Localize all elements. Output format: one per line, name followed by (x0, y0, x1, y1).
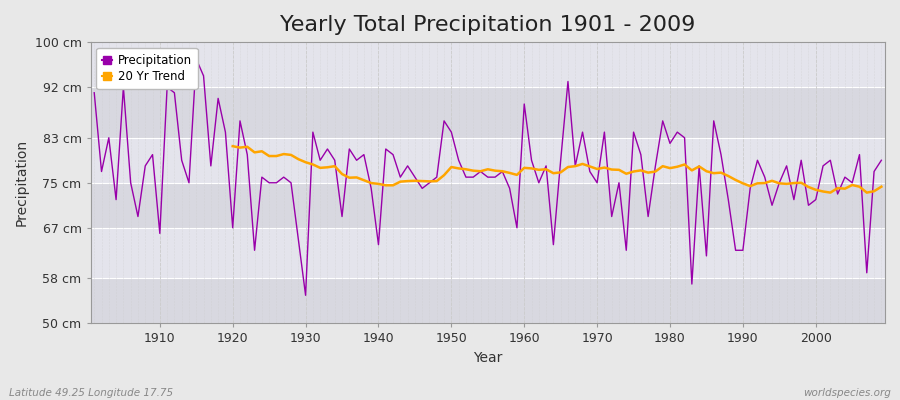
Line: 20 Yr Trend: 20 Yr Trend (233, 146, 881, 193)
X-axis label: Year: Year (473, 351, 502, 365)
20 Yr Trend (424, 179, 435, 184)
20 Yr Trend (228, 144, 238, 148)
20 Yr Trend (854, 184, 865, 189)
Precipitation (365, 186, 376, 191)
Precipitation (89, 90, 100, 95)
Line: Precipitation: Precipitation (94, 59, 881, 295)
20 Yr Trend (781, 182, 792, 186)
Legend: Precipitation, 20 Yr Trend: Precipitation, 20 Yr Trend (96, 48, 198, 89)
20 Yr Trend (876, 184, 886, 189)
Title: Yearly Total Precipitation 1901 - 2009: Yearly Total Precipitation 1901 - 2009 (280, 15, 696, 35)
Bar (91, 138, 885, 183)
20 Yr Trend (767, 178, 778, 183)
Bar (91, 278, 885, 324)
20 Yr Trend (315, 166, 326, 170)
Precipitation (301, 293, 311, 298)
Precipitation (621, 248, 632, 253)
Bar (91, 183, 885, 228)
Text: worldspecies.org: worldspecies.org (803, 388, 891, 398)
20 Yr Trend (825, 190, 836, 195)
Precipitation (876, 158, 886, 163)
Precipitation (191, 56, 202, 61)
Bar (91, 42, 885, 87)
Precipitation (534, 180, 544, 185)
Y-axis label: Precipitation: Precipitation (15, 139, 29, 226)
Text: Latitude 49.25 Longitude 17.75: Latitude 49.25 Longitude 17.75 (9, 388, 173, 398)
Bar (91, 228, 885, 278)
Precipitation (322, 147, 333, 152)
Precipitation (147, 152, 158, 157)
20 Yr Trend (680, 162, 690, 167)
Bar (91, 87, 885, 138)
Precipitation (526, 158, 537, 163)
